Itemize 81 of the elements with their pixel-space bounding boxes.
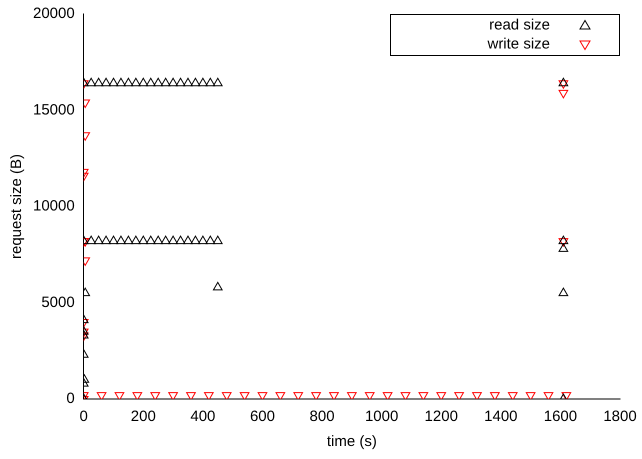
y-axis-title: request size (B) [8, 154, 26, 260]
x-tick-label: 1200 [424, 408, 458, 426]
point [204, 392, 214, 399]
point [96, 392, 106, 399]
point [526, 392, 536, 399]
point [206, 78, 216, 86]
point [190, 78, 200, 86]
point [101, 236, 111, 244]
point [138, 78, 148, 86]
point [190, 236, 200, 244]
point [131, 78, 141, 86]
point [544, 392, 554, 399]
point [153, 236, 164, 244]
point [153, 78, 164, 86]
point [146, 78, 156, 86]
y-tick-label: 5000 [41, 294, 75, 311]
point [490, 392, 500, 399]
point [108, 236, 118, 244]
point [276, 392, 286, 399]
point [101, 78, 111, 86]
point [472, 392, 482, 399]
x-tick-label: 200 [130, 408, 156, 426]
legend-label: write size [486, 36, 550, 53]
point [168, 78, 178, 86]
x-tick-label: 1600 [544, 408, 578, 426]
point [183, 236, 193, 244]
point [329, 392, 339, 399]
point [558, 288, 568, 296]
point [418, 392, 428, 399]
point [258, 392, 268, 399]
point [160, 78, 170, 86]
point [212, 78, 223, 86]
point [132, 392, 142, 399]
x-tick-label: 600 [250, 408, 275, 426]
point [454, 392, 464, 399]
point [86, 236, 96, 244]
point [108, 78, 118, 86]
x-tick-label: 400 [190, 408, 216, 426]
x-tick-label: 0 [80, 408, 88, 426]
x-tick-label: 800 [310, 408, 335, 426]
x-axis-title: time (s) [326, 433, 377, 450]
point [198, 78, 208, 86]
point [86, 78, 96, 86]
y-tick-label: 20000 [32, 5, 75, 22]
point [400, 392, 410, 399]
point [347, 392, 357, 399]
point [160, 236, 170, 244]
y-tick-label: 15000 [32, 101, 75, 118]
point [212, 236, 223, 244]
x-tick-label: 1400 [484, 408, 518, 426]
y-tick-label: 10000 [32, 198, 75, 215]
point [168, 392, 178, 399]
y-tick-label: 0 [66, 390, 75, 408]
point [558, 243, 568, 252]
point [168, 236, 178, 244]
point [212, 282, 223, 290]
point [94, 78, 104, 86]
point [562, 392, 572, 399]
point [198, 236, 208, 244]
point [183, 78, 193, 86]
point [558, 78, 568, 86]
point [558, 236, 568, 244]
point [94, 236, 104, 244]
point [240, 392, 250, 399]
point [124, 78, 134, 86]
point [138, 236, 148, 244]
legend-label: read size [489, 16, 550, 34]
x-tick-label: 1000 [364, 408, 398, 426]
point [114, 392, 124, 399]
point [124, 236, 134, 244]
point [186, 392, 196, 399]
point [146, 236, 156, 244]
point [206, 236, 216, 244]
point [176, 236, 186, 244]
point [116, 236, 126, 244]
point [311, 392, 321, 399]
point [116, 78, 126, 86]
point [176, 78, 186, 86]
point [382, 392, 392, 399]
x-tick-label: 1800 [603, 408, 637, 426]
point [131, 236, 141, 244]
